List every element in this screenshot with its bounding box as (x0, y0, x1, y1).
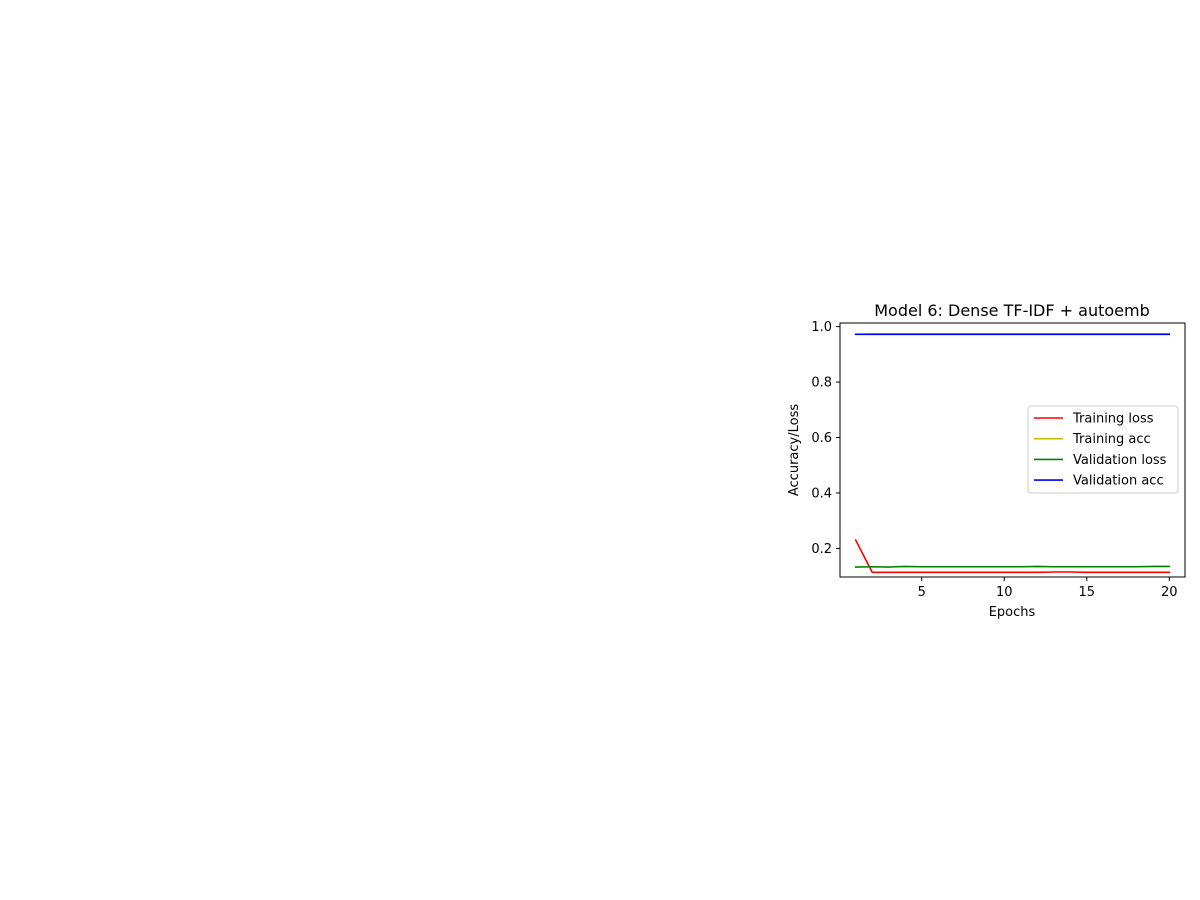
y-tick-label: 0.8 (811, 376, 832, 391)
legend: Training loss Training acc Validation loss… (1027, 405, 1179, 494)
plot-frame (839, 322, 1186, 578)
y-tick-label: 0.4 (811, 486, 832, 501)
series-lines (854, 333, 1171, 574)
x-axis-label: Epochs (989, 605, 1036, 620)
legend-label: Training acc (1072, 432, 1151, 447)
x-axis-ticks: 5 10 15 20 (918, 577, 1178, 600)
legend-box (1027, 405, 1179, 494)
x-tick-label: 10 (996, 585, 1013, 600)
x-tick-label: 20 (1161, 585, 1178, 600)
x-tick-label: 15 (1079, 585, 1096, 600)
chart-title: Model 6: Dense TF-IDF + autoemb (874, 301, 1150, 320)
y-tick-label: 1.0 (811, 320, 832, 335)
series-line-3 (854, 565, 1171, 568)
x-tick-label: 5 (918, 585, 926, 600)
legend-label: Validation loss (1073, 453, 1167, 468)
y-tick-label: 0.2 (811, 542, 832, 557)
legend-label: Validation acc (1073, 474, 1164, 489)
y-tick-label: 0.6 (811, 431, 832, 446)
legend-label: Training loss (1072, 412, 1154, 427)
series-line-1 (854, 539, 1171, 574)
y-axis-ticks: 0.2 0.4 0.6 0.8 1.0 (811, 320, 840, 557)
y-axis-label: Accuracy/Loss (787, 404, 802, 496)
